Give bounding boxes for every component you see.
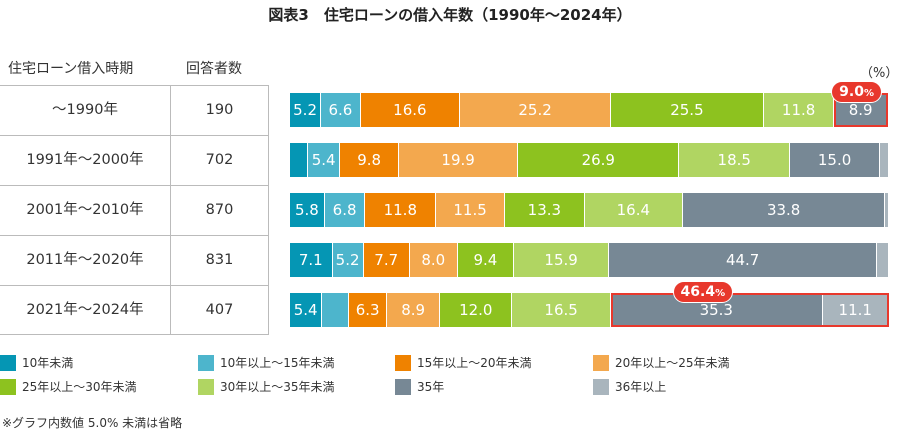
period-cell: 〜1990年 <box>0 86 171 135</box>
legend-label: 35年 <box>417 380 445 394</box>
legend-swatch <box>593 378 609 395</box>
respondents-cell: 190 <box>205 102 234 118</box>
stacked-bar: 5.8 6.8 11.8 11.5 13.3 16.4 33.8 <box>290 193 889 227</box>
stacked-bar: 5.4 9.8 19.9 26.9 18.5 15.0 <box>290 143 889 177</box>
legend-item: 35年 <box>395 378 444 395</box>
respondents-cell: 407 <box>205 302 234 318</box>
bar-segment: 15.9 <box>514 243 610 277</box>
period-cell: 2001年〜2010年 <box>0 186 171 235</box>
bar-segment: 16.5 <box>512 293 612 327</box>
stacked-bar: 5.4 6.3 8.9 12.0 16.5 35.3 11.1 46.4% <box>290 281 889 327</box>
bar-segment <box>880 143 889 177</box>
bar-segment: 25.5 <box>611 93 764 127</box>
table-row: 〜1990年 190 <box>0 86 269 136</box>
legend-label: 36年以上 <box>615 380 667 394</box>
badge-value: 46.4 <box>680 284 716 300</box>
bar-segment: 19.9 <box>399 143 519 177</box>
chart-title: 図表3 住宅ローンの借入年数（1990年〜2024年） <box>268 6 632 24</box>
legend-item: 36年以上 <box>593 378 666 395</box>
bar-segment: 9.4 <box>457 243 515 277</box>
legend-item: 25年以上〜30年未満 <box>0 378 137 395</box>
bar-segment: 13.3 <box>505 193 585 227</box>
table-row: 1991年〜2000年 702 <box>0 136 269 186</box>
legend-label: 25年以上〜30年未満 <box>22 380 137 394</box>
highlight-box <box>611 293 889 327</box>
bar-segment: 8.0 <box>409 243 458 277</box>
badge-value: 9.0 <box>839 84 864 100</box>
stacked-bar: 5.2 6.6 16.6 25.2 25.5 11.8 8.9 9.0% <box>290 81 889 127</box>
period-cell: 2011年〜2020年 <box>0 236 171 285</box>
legend-swatch <box>198 378 214 395</box>
bar-segment: 11.8 <box>763 93 835 127</box>
bar-segment: 8.9 <box>387 293 441 327</box>
bar-segment: 44.7 <box>609 243 878 277</box>
bar-segment: 9.8 <box>340 143 399 177</box>
badge-unit: % <box>715 288 726 299</box>
respondents-cell: 702 <box>205 152 234 168</box>
bar-segment: 11.5 <box>436 193 506 227</box>
bar-segment: 33.8 <box>682 193 886 227</box>
bar-segment: 5.2 <box>290 93 322 127</box>
bar-segment: 11.8 <box>365 193 437 227</box>
bar-segment: 5.4 <box>307 143 341 177</box>
bar-segment <box>290 143 308 177</box>
bar-segment: 16.6 <box>360 93 461 127</box>
legend-item: 20年以上〜25年未満 <box>593 354 730 371</box>
bar-segment: 12.0 <box>440 293 513 327</box>
bar-segment: 6.8 <box>324 193 366 227</box>
period-cell: 2021年〜2024年 <box>0 286 171 335</box>
legend-swatch <box>395 378 411 395</box>
highlight-badge: 9.0% <box>831 81 882 103</box>
unit-label: （%） <box>860 66 899 81</box>
bar-segment: 26.9 <box>518 143 680 177</box>
legend-label: 10年以上〜15年未満 <box>220 356 335 370</box>
bar-segment: 11.1 <box>822 293 889 327</box>
bar-segment: 16.4 <box>584 193 683 227</box>
bar-segment: 5.4 <box>290 293 323 327</box>
legend-label: 30年以上〜35年未満 <box>220 380 335 394</box>
stacked-bar: 7.1 5.2 7.7 8.0 9.4 15.9 44.7 <box>290 243 889 277</box>
bar-segment: 15.0 <box>790 143 880 177</box>
bar-segment: 7.7 <box>363 243 410 277</box>
legend-swatch <box>0 354 16 371</box>
header-period: 住宅ローン借入時期 <box>8 61 134 77</box>
bar-segment: 18.5 <box>679 143 791 177</box>
respondents-cell: 870 <box>205 202 234 218</box>
legend-label: 10年未満 <box>22 356 74 370</box>
bar-segment: 5.2 <box>332 243 364 277</box>
bar-segment: 6.3 <box>349 293 388 327</box>
legend-item: 10年以上〜15年未満 <box>198 354 335 371</box>
highlight-badge: 46.4% <box>672 281 734 303</box>
legend-label: 20年以上〜25年未満 <box>615 356 730 370</box>
bar-segment: 5.8 <box>290 193 325 227</box>
legend-item: 15年以上〜20年未満 <box>395 354 532 371</box>
footnote: ※グラフ内数値 5.0% 未満は省略 <box>2 416 183 430</box>
bar-segment: 25.2 <box>460 93 612 127</box>
legend-item: 30年以上〜35年未満 <box>198 378 335 395</box>
period-cell: 1991年〜2000年 <box>0 136 171 185</box>
table-row: 2021年〜2024年 407 <box>0 286 269 336</box>
bar-segment <box>885 193 889 227</box>
table-row: 2011年〜2020年 831 <box>0 236 269 286</box>
bar-segment <box>877 243 889 277</box>
legend-swatch <box>198 354 214 371</box>
bar-segment: 6.6 <box>321 93 361 127</box>
header-respondents: 回答者数 <box>186 61 242 77</box>
legend-swatch <box>593 354 609 371</box>
legend-swatch <box>0 378 16 395</box>
respondents-cell: 831 <box>205 252 234 268</box>
data-table: 〜1990年 190 1991年〜2000年 702 2001年〜2010年 870 201… <box>0 85 269 335</box>
badge-unit: % <box>863 88 874 99</box>
bar-segment: 7.1 <box>290 243 333 277</box>
bar-segment <box>322 293 350 327</box>
legend-swatch <box>395 354 411 371</box>
bar-segment <box>887 93 889 127</box>
legend-label: 15年以上〜20年未満 <box>417 356 532 370</box>
table-row: 2001年〜2010年 870 <box>0 186 269 236</box>
legend-item: 10年未満 <box>0 354 73 371</box>
